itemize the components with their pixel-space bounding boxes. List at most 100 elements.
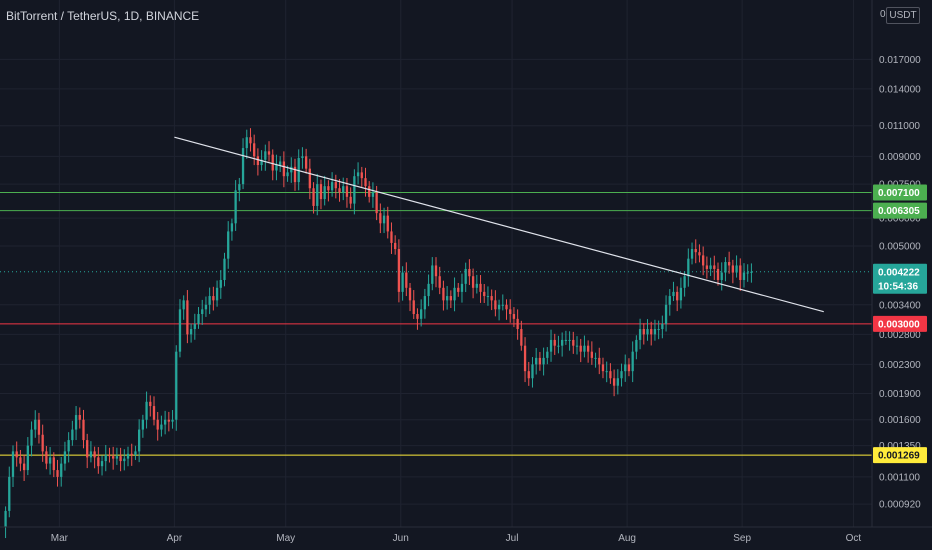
candle <box>163 410 167 435</box>
scale-zero-label: 0 <box>880 9 886 20</box>
candle <box>108 447 111 463</box>
candle <box>323 175 326 206</box>
candle <box>538 351 542 371</box>
current-price-tag-text: 0.004222 <box>878 267 920 278</box>
candle <box>201 299 204 325</box>
y-tick-label: 0.011000 <box>879 121 920 132</box>
green-level-lower-tag: 0.006305 <box>873 202 927 219</box>
candle-body <box>19 457 22 464</box>
candle-body <box>716 268 720 280</box>
candle-body <box>368 186 371 197</box>
candle <box>356 162 360 185</box>
candle <box>67 432 70 463</box>
candle <box>234 180 237 231</box>
candle-body <box>698 252 701 256</box>
candle <box>535 347 538 375</box>
candle <box>434 257 438 288</box>
candle <box>494 290 497 317</box>
candle-body <box>434 265 438 277</box>
candle-body <box>687 258 690 277</box>
candle-body <box>516 318 519 330</box>
candle-body <box>453 287 456 301</box>
candle-body <box>238 184 241 191</box>
candle-body <box>509 309 512 315</box>
price-axis[interactable]: 0.0170000.0140000.0110000.0090000.007500… <box>879 55 921 511</box>
candle-body <box>245 137 248 149</box>
candle <box>687 248 690 287</box>
currency-button[interactable]: USDT <box>886 7 920 24</box>
candle-body <box>379 213 382 224</box>
candle <box>316 173 319 216</box>
candle <box>727 251 731 274</box>
candle-body <box>638 329 642 340</box>
yellow-level-tag: 0.001269 <box>873 447 927 464</box>
candle <box>739 258 742 291</box>
green-level-upper-tag-bg <box>873 184 927 201</box>
candle <box>227 221 230 269</box>
candle-body <box>627 364 631 372</box>
candle <box>41 424 44 462</box>
candle <box>420 299 423 327</box>
candle <box>594 352 597 368</box>
candle <box>449 290 452 308</box>
yellow-level-tag-text: 0.001269 <box>878 451 920 462</box>
candle-body <box>575 345 579 347</box>
candle <box>112 446 115 470</box>
candle <box>149 395 152 417</box>
candle <box>119 447 122 472</box>
candle <box>490 289 493 311</box>
candle-body <box>201 309 204 315</box>
candle <box>471 268 475 299</box>
candle-body <box>650 329 653 335</box>
candle <box>4 506 7 539</box>
candle <box>579 338 582 363</box>
candle-body <box>561 339 564 346</box>
candle <box>475 274 478 294</box>
candle-body <box>330 182 334 191</box>
candle <box>48 447 52 475</box>
candle <box>657 320 660 340</box>
candle-body <box>152 406 156 420</box>
x-tick-label: Aug <box>618 533 636 544</box>
candle <box>527 361 530 386</box>
candle-body <box>26 445 29 471</box>
candle <box>319 179 323 210</box>
y-tick-label: 0.002800 <box>879 330 921 341</box>
candle-body <box>327 186 330 191</box>
y-tick-label: 0.001600 <box>879 415 921 426</box>
x-tick-label: Oct <box>846 533 862 544</box>
candle <box>401 266 404 301</box>
candle-body <box>279 161 282 166</box>
candle <box>26 437 29 476</box>
candle <box>509 299 512 323</box>
candle <box>408 282 412 312</box>
candle-body <box>360 172 363 179</box>
candle <box>479 275 482 303</box>
candle-body <box>234 190 237 224</box>
candle <box>609 363 612 384</box>
candle <box>683 271 686 297</box>
candle <box>423 288 427 319</box>
candle-body <box>104 454 107 462</box>
y-tick-label: 0.003400 <box>879 300 921 311</box>
candle <box>627 358 631 377</box>
candle-body <box>605 371 608 373</box>
candle-body <box>301 156 304 159</box>
candle-body <box>616 378 619 386</box>
candle <box>71 420 74 446</box>
candle-body <box>71 429 74 441</box>
candle-body <box>178 309 182 352</box>
candle <box>716 262 720 286</box>
candle <box>620 363 623 387</box>
candle-body <box>668 296 671 305</box>
time-axis[interactable]: Mar Apr May Jun Jul Aug Sep Oct <box>51 533 862 544</box>
candle <box>223 252 226 287</box>
candle-body <box>412 300 415 315</box>
y-tick-label: 0.017000 <box>879 55 921 66</box>
candle-body <box>497 304 501 310</box>
candle <box>197 307 200 329</box>
current-price-tag-text: 10:54:36 <box>878 281 918 292</box>
candle-body <box>37 419 41 435</box>
